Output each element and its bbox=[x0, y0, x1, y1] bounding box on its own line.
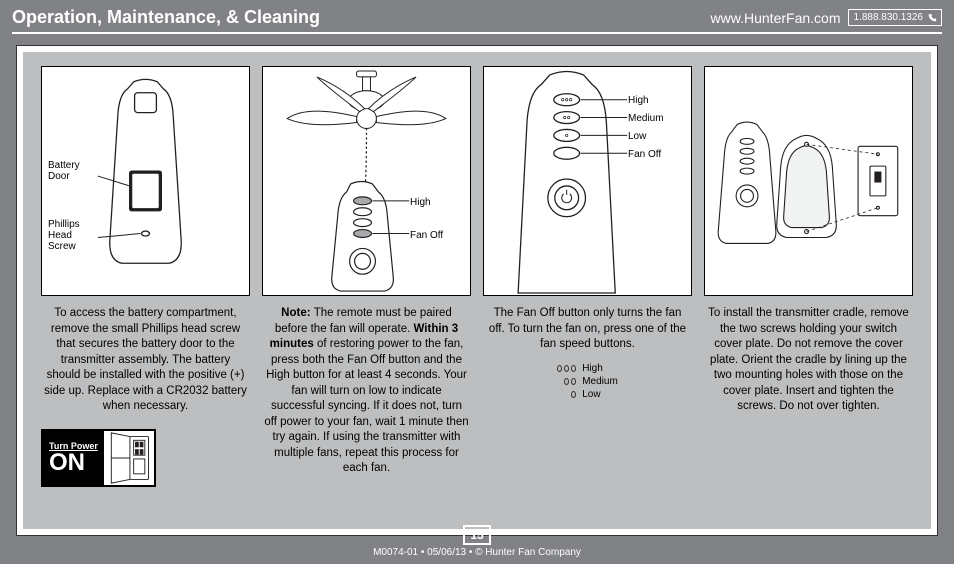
page-footer: 15 M0074-01 • 05/06/13 • © Hunter Fan Co… bbox=[0, 525, 954, 558]
page-number: 15 bbox=[463, 525, 490, 545]
power-badge: Turn Power ON bbox=[41, 429, 156, 487]
caption-4: To install the transmitter cradle, remov… bbox=[704, 306, 913, 415]
header-divider bbox=[12, 32, 942, 34]
phone-icon bbox=[927, 13, 937, 23]
column-2: High Fan Off Note: The remote must be pa… bbox=[262, 66, 471, 515]
content-panel: Battery Door Phillips Head Screw To acce… bbox=[23, 52, 931, 529]
speed-legend: High Medium Low bbox=[557, 361, 618, 402]
label-high-3: High bbox=[628, 95, 649, 106]
legend-low: Low bbox=[582, 389, 600, 400]
caption-2: Note: The remote must be paired before t… bbox=[262, 306, 471, 477]
label-fan-off-3: Fan Off bbox=[628, 149, 661, 160]
label-fan-off: Fan Off bbox=[410, 230, 443, 241]
caption-3: The Fan Off button only turns the fan of… bbox=[483, 306, 692, 353]
column-3: High Medium Low Fan Off The Fan Off butt… bbox=[483, 66, 692, 515]
power-on-text: ON bbox=[49, 451, 98, 475]
phone-box: 1.888.830.1326 bbox=[848, 9, 942, 26]
legend-medium: Medium bbox=[582, 376, 618, 387]
column-1: Battery Door Phillips Head Screw To acce… bbox=[41, 66, 250, 515]
page-title: Operation, Maintenance, & Cleaning bbox=[12, 7, 711, 28]
label-battery-door: Battery Door bbox=[48, 160, 80, 182]
label-medium: Medium bbox=[628, 113, 664, 124]
legend-high: High bbox=[582, 363, 603, 374]
caption-2-rest: of restoring power to the fan, press bot… bbox=[264, 338, 468, 474]
label-high: High bbox=[410, 197, 431, 208]
phone-number: 1.888.830.1326 bbox=[853, 12, 923, 23]
label-phillips-screw: Phillips Head Screw bbox=[48, 219, 80, 252]
figure-remote-back: Battery Door Phillips Head Screw bbox=[41, 66, 250, 296]
website-url: www.HunterFan.com bbox=[711, 10, 841, 26]
note-lead: Note: bbox=[281, 307, 314, 319]
copyright: M0074-01 • 05/06/13 • © Hunter Fan Compa… bbox=[0, 547, 954, 558]
column-4: To install the transmitter cradle, remov… bbox=[704, 66, 913, 515]
figure-cradle-install bbox=[704, 66, 913, 296]
caption-1: To access the battery compartment, remov… bbox=[41, 306, 250, 415]
content-frame: Battery Door Phillips Head Screw To acce… bbox=[16, 45, 938, 536]
label-low: Low bbox=[628, 131, 646, 142]
breaker-panel-icon bbox=[104, 431, 154, 485]
figure-remote-buttons: High Medium Low Fan Off bbox=[483, 66, 692, 296]
figure-fan-pairing: High Fan Off bbox=[262, 66, 471, 296]
